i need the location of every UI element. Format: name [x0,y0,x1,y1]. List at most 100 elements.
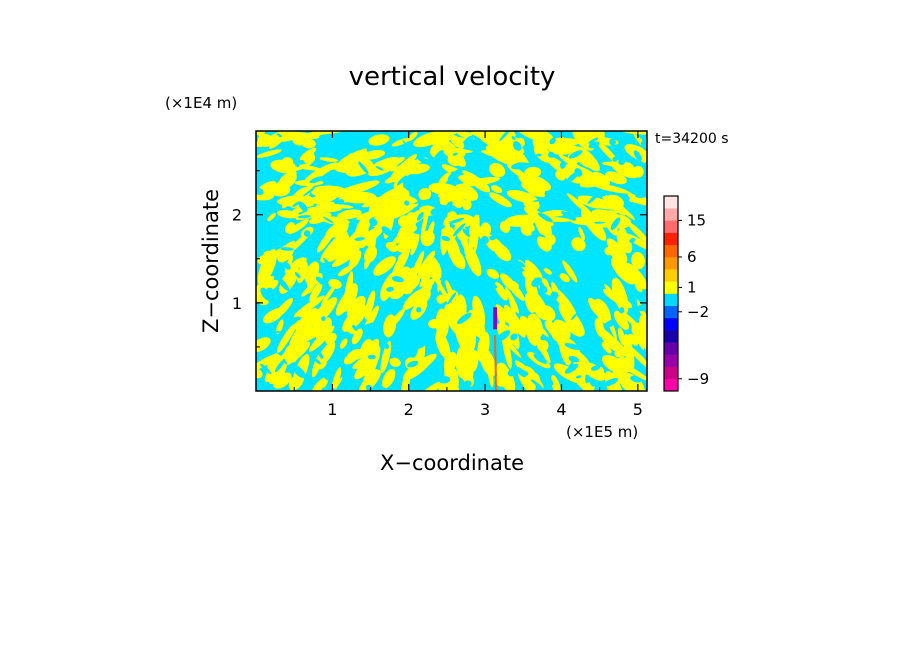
negative-velocity-patch [609,138,616,146]
colorbar-segment [664,244,678,258]
negative-velocity-patch [629,238,636,243]
negative-velocity-patch [337,199,345,205]
negative-velocity-patch [588,266,597,269]
negative-velocity-patch [404,200,410,206]
negative-velocity-patch [475,162,484,169]
positive-velocity-patch [558,330,572,366]
negative-velocity-patch [281,233,292,242]
positive-velocity-patch [533,145,553,163]
positive-velocity-patch [610,257,636,285]
positive-velocity-patch [281,157,294,168]
positive-velocity-patch [503,304,526,338]
positive-velocity-patch [626,162,635,171]
positive-velocity-patch [469,349,479,373]
positive-velocity-patch [267,213,276,222]
negative-velocity-patch [301,372,312,383]
positive-velocity-patch [526,327,539,347]
positive-velocity-patch [268,131,289,149]
positive-velocity-patch [604,171,627,185]
negative-velocity-patch [452,152,458,156]
positive-velocity-patch [389,357,401,367]
positive-velocity-patch [593,298,611,325]
positive-velocity-patch [472,295,486,329]
positive-velocity-patch [571,237,586,252]
positive-velocity-patch [402,356,433,381]
positive-velocity-patch [435,330,451,360]
positive-velocity-patch [400,281,414,295]
negative-velocity-patch [279,143,285,149]
updraft-core [493,307,498,330]
negative-velocity-patch [627,187,640,196]
negative-velocity-patch [267,330,285,334]
negative-velocity-patch [533,353,548,364]
negative-velocity-patch [319,369,329,381]
negative-velocity-patch [256,187,264,195]
positive-velocity-patch [493,242,512,262]
positive-velocity-patch [460,343,472,381]
positive-velocity-patch [494,281,508,301]
positive-velocity-patch [385,308,406,333]
colorbar-segment [664,281,678,294]
positive-velocity-patch [495,304,513,326]
positive-velocity-patch [569,144,592,168]
positive-velocity-regions [256,131,647,391]
positive-velocity-patch [627,333,639,346]
positive-velocity-patch [591,183,630,194]
negative-velocity-patch [367,354,376,360]
colorbar-segment [664,256,678,270]
negative-velocity-patch [539,285,548,294]
negative-velocity-patch [510,333,518,341]
negative-velocity-patch [481,236,489,244]
negative-velocity-patch [384,343,389,350]
positive-velocity-patch [437,137,466,167]
positive-velocity-patch [273,372,292,389]
positive-velocity-patch [289,331,308,351]
positive-velocity-patch [444,304,465,337]
negative-velocity-patch [276,133,282,138]
positive-velocity-patch [295,311,312,333]
negative-velocity-patch [315,276,329,287]
positive-velocity-patch [362,195,401,204]
positive-velocity-patch [606,238,628,262]
negative-velocity-patch [532,231,546,238]
positive-velocity-patch [410,234,420,256]
positive-velocity-patch [333,162,365,174]
x-tick-label: 2 [404,400,414,419]
negative-velocity-patch [260,287,272,301]
positive-velocity-patch [418,381,443,391]
negative-velocity-patch [495,330,511,343]
negative-velocity-patch [381,226,393,237]
positive-velocity-patch [397,215,412,228]
x-tick-label: 3 [480,400,490,419]
positive-velocity-patch [518,373,539,391]
negative-velocity-patch [471,134,484,144]
positive-velocity-patch [473,214,480,253]
negative-velocity-patch [489,235,496,241]
positive-velocity-patch [278,172,297,189]
positive-velocity-patch [449,135,465,149]
positive-velocity-patch [344,271,354,307]
positive-velocity-patch [624,262,647,290]
negative-velocity-patch [407,360,419,368]
positive-velocity-patch [447,227,456,240]
negative-velocity-patch [477,381,485,389]
colorbar-segment [664,354,678,367]
positive-velocity-patch [348,250,362,269]
positive-velocity-patch [564,312,571,320]
positive-velocity-patch [457,173,479,186]
positive-velocity-patch [364,290,376,320]
colorbar-segment [664,378,678,392]
positive-velocity-patch [400,371,411,391]
negative-velocity-patch [413,199,431,204]
chart-title: vertical velocity [349,62,556,92]
negative-velocity-patch [511,136,516,140]
x-tick-label: 1 [327,400,337,419]
negative-velocity-patch [548,151,555,158]
positive-velocity-patch [556,289,577,317]
positive-velocity-patch [384,169,414,184]
negative-velocity-patch [444,201,453,214]
positive-velocity-patch [601,355,627,374]
colorbar-segment [664,269,678,282]
negative-velocity-patch [352,324,358,331]
negative-velocity-patch [564,343,582,350]
